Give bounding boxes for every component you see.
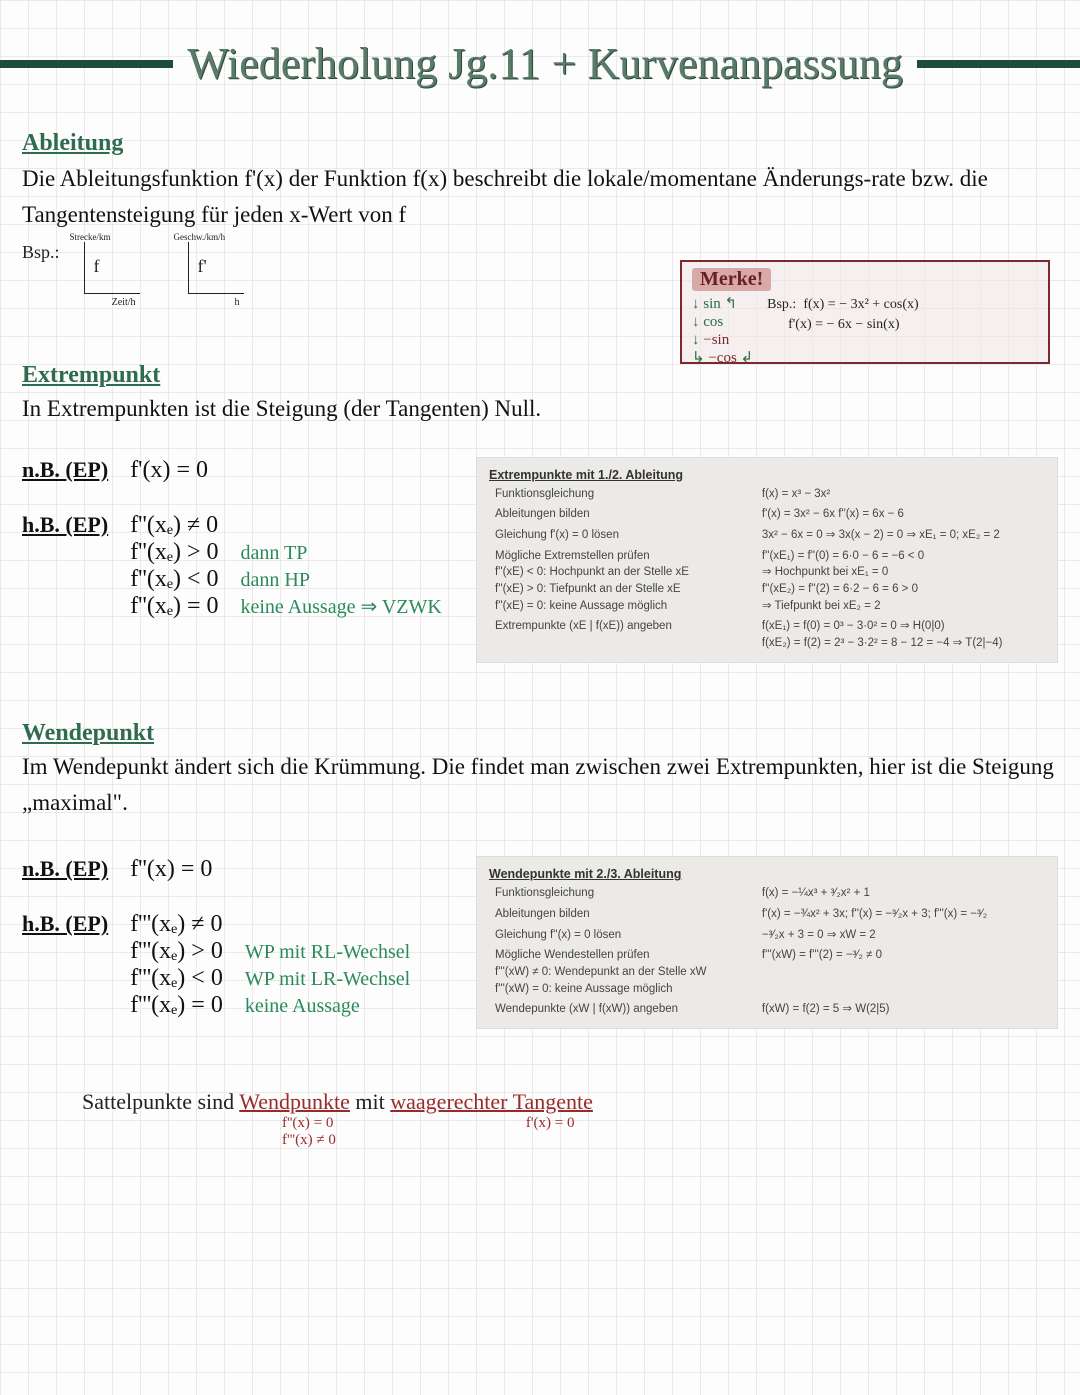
merke-example: Bsp.: f(x) = − 3x² + cos(x) f'(x) = − 6x…	[767, 295, 919, 367]
nb-label-w: n.B. (EP)	[22, 856, 108, 882]
section-wendepunkt: Wendepunkt Im Wendepunkt ändert sich die…	[22, 720, 1058, 1149]
axes-1: Strecke/km Zeit/h f	[70, 242, 140, 300]
title-bar: Wiederholung Jg.11 + Kurvenanpassung	[0, 0, 1080, 89]
nb-label: n.B. (EP)	[22, 457, 108, 483]
sattel-sub2: f'(x) = 0	[526, 1115, 575, 1149]
mini-graphs: Strecke/km Zeit/h f Geschw./km/h h f'	[70, 242, 244, 300]
sattel-tangente: waagerechter Tangente	[390, 1089, 593, 1114]
section-extrempunkt: Extrempunkt In Extrempunkten ist die Ste…	[22, 362, 1058, 663]
greybox-extrem: Extrempunkte mit 1./2. Ableitung Funktio…	[476, 457, 1058, 663]
bsp-label: Bsp.:	[22, 242, 60, 262]
merke-title: Merke!	[692, 268, 771, 291]
wende-conditions: n.B. (EP) f''(x) = 0 h.B. (EP) f'''(xₑ) …	[22, 856, 452, 1029]
greybox-extrem-title: Extrempunkte mit 1./2. Ableitung	[489, 466, 1045, 484]
greybox-wende-title: Wendepunkte mit 2./3. Ableitung	[489, 865, 1045, 883]
title-rule-right	[917, 60, 1080, 68]
hb-label: h.B. (EP)	[22, 512, 108, 538]
text-extrempunkt: In Extrempunkten ist die Steigung (der T…	[22, 391, 1058, 427]
page-title: Wiederholung Jg.11 + Kurvenanpassung	[187, 38, 903, 89]
extrem-conditions: n.B. (EP) f'(x) = 0 h.B. (EP) f''(xₑ) ≠ …	[22, 457, 452, 663]
merke-box: Merke! ↓ sin ↰ ↓ cos ↓ −sin ↳ −cos ↲ Bsp…	[680, 260, 1050, 364]
greybox-extrem-table: Funktionsgleichungf(x) = x³ − 3x² Ableit…	[489, 484, 1045, 654]
text-ableitung: Die Ableitungsfunktion f'(x) der Funktio…	[22, 161, 1058, 232]
heading-extrempunkt: Extrempunkt	[22, 362, 1058, 389]
greybox-wende: Wendepunkte mit 2./3. Ableitung Funktion…	[476, 856, 1058, 1029]
heading-ableitung: Ableitung	[22, 130, 1058, 157]
title-rule-left	[0, 60, 173, 68]
sattel-wendpunkte: Wendpunkte	[239, 1089, 350, 1114]
sattel-block: Sattelpunkte sind Wendpunkte mit waagere…	[82, 1089, 1058, 1149]
axes-2: Geschw./km/h h f'	[174, 242, 244, 300]
text-wendepunkt: Im Wendepunkt ändert sich die Krümmung. …	[22, 749, 1058, 820]
sattel-sub1: f''(x) = 0f'''(x) ≠ 0	[282, 1115, 336, 1149]
merke-cycle: ↓ sin ↰ ↓ cos ↓ −sin ↳ −cos ↲	[692, 295, 753, 367]
heading-wendepunkt: Wendepunkt	[22, 720, 1058, 747]
hb-label-w: h.B. (EP)	[22, 911, 108, 937]
greybox-wende-table: Funktionsgleichungf(x) = −¼x³ + ³⁄₂x² + …	[489, 883, 1045, 1020]
nb-eq: f'(x) = 0	[130, 457, 208, 484]
nb-eq-w: f''(x) = 0	[130, 856, 212, 883]
